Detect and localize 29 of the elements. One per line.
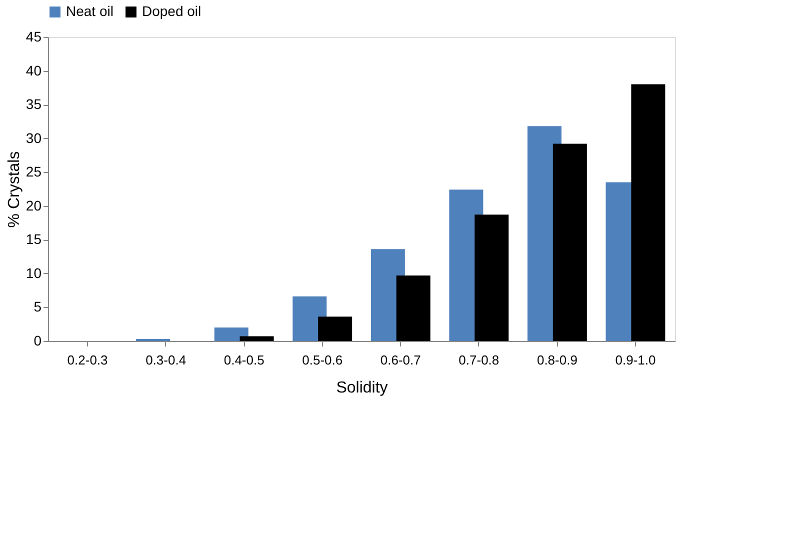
y-tick-label: 20 (26, 197, 42, 214)
x-tick-label: 0.2-0.3 (67, 352, 108, 368)
y-axis-title: % Crystals (6, 151, 23, 228)
bar (396, 275, 430, 341)
y-tick-label: 40 (26, 62, 42, 78)
legend-label: Doped oil (142, 3, 202, 19)
x-tick-label: 0.8-0.9 (536, 352, 578, 368)
legend-label: Neat oil (66, 3, 114, 19)
bar (631, 84, 666, 341)
y-tick-label: 0 (34, 332, 42, 348)
y-tick-label: 30 (26, 130, 42, 146)
x-axis-title: Solidity (336, 380, 388, 396)
bar (214, 327, 248, 341)
x-tick-label: 0.7-0.8 (458, 352, 500, 368)
y-tick-label: 45 (26, 28, 42, 44)
bar (474, 214, 509, 341)
y-tick-label: 25 (26, 164, 42, 180)
bar (552, 144, 587, 341)
y-tick-label: 15 (26, 231, 42, 248)
y-tick-label: 10 (26, 264, 42, 281)
y-tick-label: 35 (26, 96, 42, 112)
x-tick-label: 0.3-0.4 (146, 352, 186, 368)
x-tick-label: 0.5-0.6 (302, 352, 343, 368)
bar (318, 316, 352, 341)
x-tick-label: 0.4-0.5 (224, 352, 264, 368)
x-tick-label: 0.6-0.7 (380, 352, 421, 368)
y-tick-label: 5 (34, 298, 42, 315)
x-tick-label: 0.9-1.0 (615, 352, 656, 368)
bar (240, 336, 274, 341)
